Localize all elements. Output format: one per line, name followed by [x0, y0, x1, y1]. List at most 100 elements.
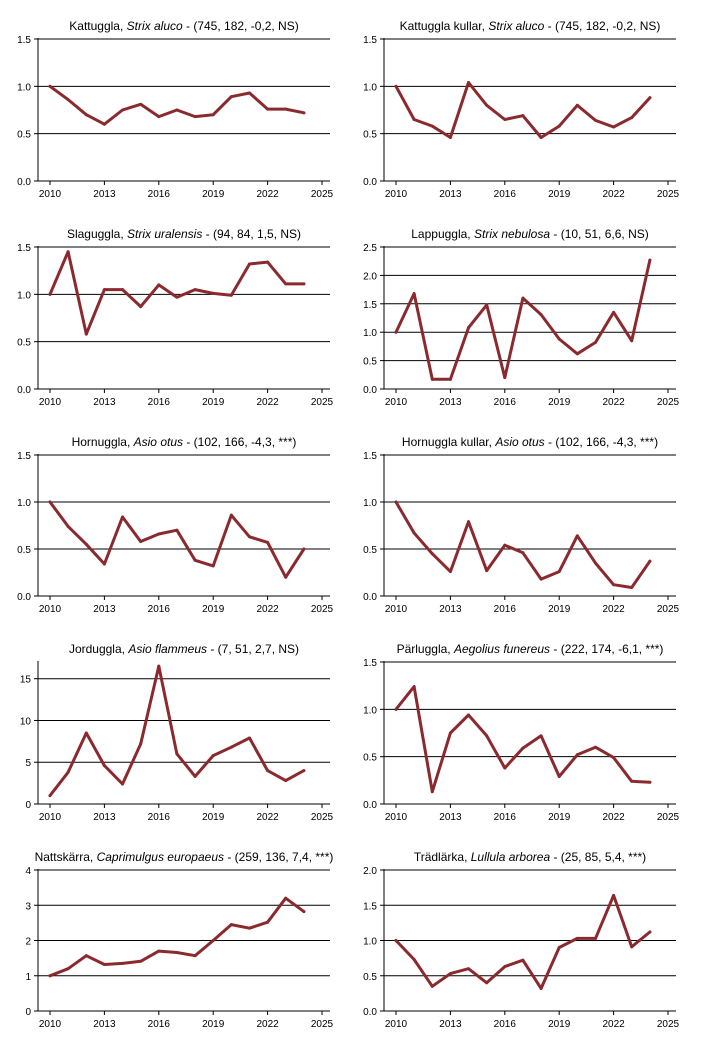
- x-tick-label: 2019: [548, 1019, 571, 1030]
- x-tick-label: 2019: [548, 604, 571, 615]
- data-point: [121, 782, 125, 786]
- data-point: [284, 107, 288, 111]
- y-tick-label: 1.5: [17, 35, 31, 46]
- data-point: [539, 135, 543, 139]
- data-point: [157, 115, 161, 119]
- data-point: [211, 564, 215, 568]
- data-point: [193, 558, 197, 562]
- y-tick-label: 1.5: [363, 451, 377, 462]
- data-point: [139, 102, 143, 106]
- data-point: [302, 547, 306, 551]
- data-point: [48, 794, 52, 798]
- data-point: [193, 774, 197, 778]
- y-tick-label: 1.0: [363, 82, 377, 93]
- x-tick-label: 2010: [385, 397, 408, 408]
- x-tick-label: 2010: [385, 1019, 408, 1030]
- data-point: [448, 135, 452, 139]
- x-tick-label: 2013: [93, 397, 116, 408]
- x-tick-label: 2016: [148, 604, 171, 615]
- data-point: [48, 84, 52, 88]
- data-point: [485, 981, 489, 985]
- x-tick-label: 2010: [385, 604, 408, 615]
- x-tick-label: 2025: [311, 604, 334, 615]
- data-point: [557, 775, 561, 779]
- data-point: [412, 117, 416, 121]
- x-tick-label: 2010: [39, 812, 62, 823]
- y-tick-label: 0.5: [17, 338, 31, 349]
- data-point: [430, 552, 434, 556]
- data-point: [612, 893, 616, 897]
- data-point: [467, 81, 471, 85]
- data-point: [593, 340, 597, 344]
- title-name: Trädlärka,: [414, 850, 471, 864]
- data-point: [448, 377, 452, 381]
- x-tick-label: 2013: [439, 812, 462, 823]
- data-point: [448, 731, 452, 735]
- x-tick-label: 2025: [657, 604, 680, 615]
- y-tick-label: 0.0: [363, 800, 377, 811]
- data-point: [612, 756, 616, 760]
- data-point: [648, 930, 652, 934]
- data-point: [630, 586, 634, 590]
- x-tick-label: 2025: [311, 397, 334, 408]
- y-tick-label: 0.0: [363, 177, 377, 188]
- x-tick-label: 2022: [602, 812, 625, 823]
- data-point: [102, 122, 106, 126]
- chart-5: Hornuggla, Asio otus - (102, 166, -4,3, …: [17, 435, 333, 615]
- data-point: [266, 107, 270, 111]
- data-point: [394, 500, 398, 504]
- data-point: [503, 766, 507, 770]
- x-tick-label: 2016: [494, 1019, 517, 1030]
- data-point: [575, 753, 579, 757]
- data-point: [430, 124, 434, 128]
- x-tick-label: 2022: [602, 189, 625, 200]
- x-tick-label: 2013: [439, 397, 462, 408]
- x-tick-label: 2025: [311, 189, 334, 200]
- x-tick-label: 2016: [494, 604, 517, 615]
- x-tick-label: 2022: [256, 604, 279, 615]
- title-name: Nattskärra,: [35, 850, 97, 864]
- y-tick-label: 0.5: [363, 130, 377, 141]
- data-point: [521, 958, 525, 962]
- y-tick-label: 0.5: [17, 130, 31, 141]
- data-point: [121, 961, 125, 965]
- y-tick-label: 2: [25, 937, 31, 948]
- series-line: [48, 896, 306, 978]
- title-name: Kattuggla,: [69, 19, 126, 33]
- chart-1: Kattuggla, Strix aluco - (745, 182, -0,2…: [17, 19, 333, 200]
- x-tick-label: 2025: [311, 1019, 334, 1030]
- x-tick-label: 2019: [202, 189, 225, 200]
- data-point: [66, 250, 70, 254]
- x-tick-label: 2022: [256, 1019, 279, 1030]
- x-tick-label: 2019: [202, 812, 225, 823]
- x-tick-label: 2025: [311, 812, 334, 823]
- data-point: [229, 513, 233, 517]
- data-point: [503, 376, 507, 380]
- data-point: [412, 685, 416, 689]
- data-point: [102, 764, 106, 768]
- x-tick-label: 2022: [256, 397, 279, 408]
- y-tick-label: 1.0: [17, 82, 31, 93]
- data-point: [48, 292, 52, 296]
- data-point: [139, 959, 143, 963]
- data-point: [284, 282, 288, 286]
- x-tick-label: 2016: [494, 189, 517, 200]
- y-tick-label: 0.0: [363, 1007, 377, 1018]
- data-point: [648, 96, 652, 100]
- y-tick-label: 1.5: [363, 35, 377, 46]
- y-tick-label: 0.5: [363, 545, 377, 556]
- series-line: [394, 81, 652, 139]
- chart-10: Trädlärka, Lullula arborea - (25, 85, 5,…: [363, 850, 679, 1030]
- title-species: Asio flammeus: [127, 642, 207, 656]
- data-point: [539, 734, 543, 738]
- data-point: [157, 949, 161, 953]
- title-species: Asio otus: [494, 435, 544, 449]
- x-tick-label: 2010: [39, 1019, 62, 1030]
- data-point: [575, 534, 579, 538]
- title-species: Strix uralensis: [127, 227, 202, 241]
- data-point: [412, 531, 416, 535]
- data-point: [394, 707, 398, 711]
- x-tick-label: 2010: [39, 604, 62, 615]
- x-tick-label: 2019: [548, 812, 571, 823]
- x-tick-label: 2013: [439, 604, 462, 615]
